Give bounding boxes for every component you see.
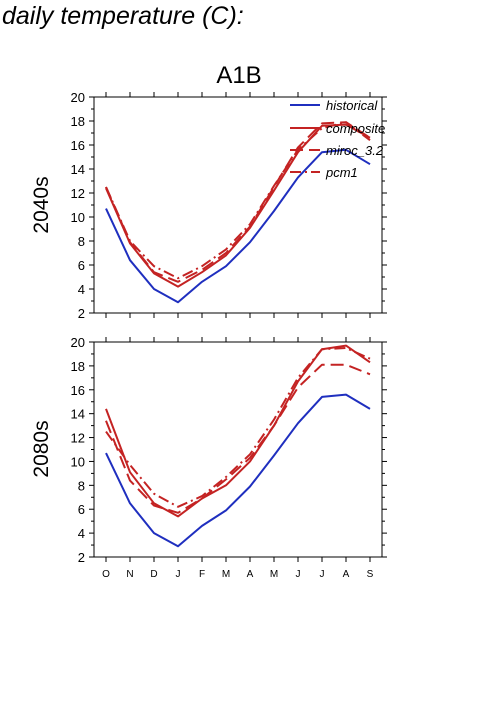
- y-tick-label: 14: [71, 162, 85, 177]
- x-tick-label: J: [320, 569, 325, 580]
- y-tick-label: 6: [78, 258, 85, 273]
- x-tick-label: J: [296, 569, 301, 580]
- x-tick-label: A: [247, 569, 254, 580]
- y-tick-label: 8: [78, 234, 85, 249]
- y-tick-label: 2: [78, 550, 85, 565]
- legend-label-pcm1: pcm1: [325, 165, 358, 180]
- y-tick-label: 16: [71, 383, 85, 398]
- y-tick-label: 6: [78, 502, 85, 517]
- y-tick-label: 10: [71, 210, 85, 225]
- chart-panel-2040s: 2 4 6 8 10 12 14 16 18 20 A1B 2040s historical compos…: [30, 62, 387, 321]
- page-title: daily temperature (C):: [2, 2, 244, 30]
- plot-frame: [93, 341, 383, 558]
- panel-title: A1B: [216, 62, 261, 89]
- y-tick-label: 10: [71, 454, 85, 469]
- x-tick-label: S: [367, 569, 374, 580]
- y-tick-label: 18: [71, 114, 85, 129]
- y-tick-label: 4: [78, 526, 85, 541]
- y-tick-label: 16: [71, 138, 85, 153]
- series-line-composite: [105, 123, 371, 288]
- y-tick-label: 8: [78, 478, 85, 493]
- series-line-miroc-3-2: [105, 363, 371, 514]
- y-tick-label: 14: [71, 407, 85, 422]
- series-line-pcm1: [105, 121, 371, 280]
- x-tick-label: F: [199, 569, 205, 580]
- series-line-miroc-3-2: [105, 121, 371, 283]
- series-line-historical: [105, 148, 371, 304]
- y-tick-label: 20: [71, 335, 85, 350]
- series-line-composite: [105, 344, 371, 518]
- legend: historical composite miroc_3.2 pcm1: [290, 98, 385, 180]
- legend-label-miroc-3-2: miroc_3.2: [326, 143, 384, 158]
- row-label: 2080s: [30, 420, 53, 477]
- x-tick-label: N: [126, 569, 133, 580]
- y-tick-label: 2: [78, 306, 85, 321]
- x-tick-label: J: [176, 569, 181, 580]
- chart-panel-2080s: 2 4 6 8 10 12 14 16 18 20 O N D J F M A M J J A S 2080s: [30, 335, 387, 580]
- y-tick-label: 12: [71, 186, 85, 201]
- x-tick-label: M: [222, 569, 230, 580]
- x-tick-label: A: [343, 569, 350, 580]
- y-tick-label: 20: [71, 90, 85, 105]
- x-tick-label: O: [102, 569, 110, 580]
- series-line-pcm1: [105, 347, 371, 508]
- y-tick-label: 12: [71, 431, 85, 446]
- row-label: 2040s: [30, 176, 53, 233]
- x-tick-label: M: [270, 569, 278, 580]
- series-line-historical: [105, 393, 371, 548]
- y-tick-label: 4: [78, 282, 85, 297]
- x-tick-label: D: [150, 569, 157, 580]
- legend-label-composite: composite: [326, 121, 385, 136]
- y-tick-label: 18: [71, 359, 85, 374]
- legend-label-historical: historical: [326, 98, 378, 113]
